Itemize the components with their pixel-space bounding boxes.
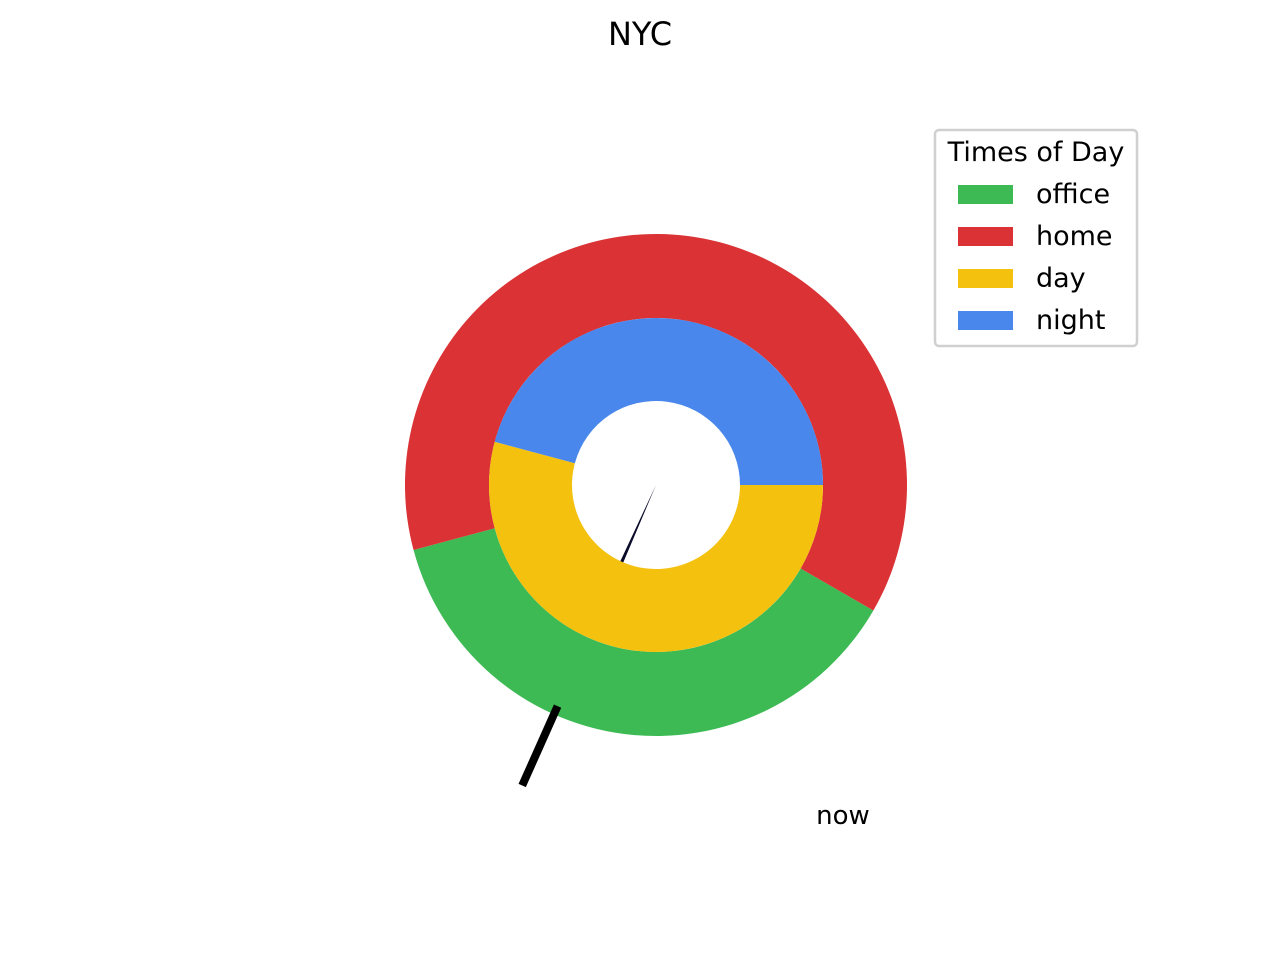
legend-title: Times of Day [947,137,1125,168]
slice-outer-home [404,233,907,611]
time-hands [518,485,656,788]
legend-label-office: office [1036,179,1110,210]
slice-outer-office [413,528,874,736]
legend-entries: office home day night [958,179,1113,336]
now-annotation: now [816,801,870,831]
legend-swatch-night [958,311,1013,330]
legend-label-day: day [1036,263,1086,294]
legend: Times of Day office home day night [933,128,1139,348]
legend-swatch-home [958,227,1013,246]
legend-swatch-day [958,269,1013,288]
legend-swatch-office [958,185,1013,204]
legend-label-night: night [1036,305,1105,336]
chart-title: NYC [608,15,672,53]
now-hand-outer [518,704,562,788]
legend-frame [933,128,1139,348]
donut-rings [404,233,907,736]
slice-inner-night [494,318,823,485]
legend-label-home: home [1036,221,1113,252]
now-hand-inner [620,485,656,563]
slice-inner-day [489,441,823,653]
